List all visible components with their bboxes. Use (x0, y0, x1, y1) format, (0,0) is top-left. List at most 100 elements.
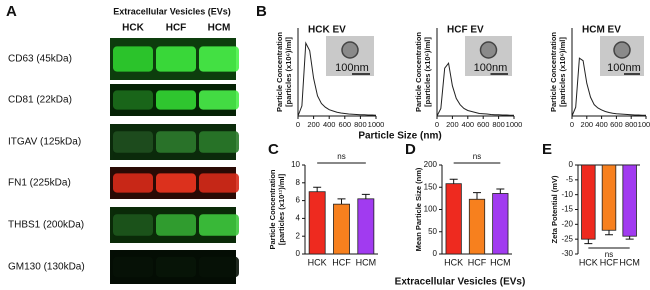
x-axis-label: Particle Size (nm) (358, 131, 441, 142)
x-tick-label: 1000 (506, 120, 523, 129)
x-tick-label: 400 (595, 120, 608, 129)
y-tick-label: 200 (424, 160, 438, 169)
y-tick-label: 0 (296, 249, 301, 258)
x-tick-label: 800 (354, 120, 367, 129)
blot-band (113, 90, 153, 110)
y-tick-label: -10 (561, 190, 573, 199)
panel-letter: A (6, 3, 17, 20)
y-tick-label: -20 (561, 219, 573, 228)
x-tick-label: HCM (356, 257, 377, 267)
x-tick-label: 600 (610, 120, 623, 129)
panel-letter: E (542, 141, 552, 158)
protein-label: CD63 (45kDa) (8, 54, 72, 65)
y-tick-label: 0 (433, 249, 438, 258)
panel-letter: B (256, 3, 267, 20)
y-axis-label: [particles (x10¹¹)/ml] (277, 173, 286, 245)
scale-label: 100nm (474, 62, 508, 74)
y-axis-label: Zeta Potential (mV) (550, 175, 559, 243)
x-tick-label: 0 (296, 120, 300, 129)
lane-label: HCM (208, 23, 231, 34)
blot-band (113, 46, 153, 72)
y-tick-label: -15 (561, 205, 573, 214)
y-tick-label: 100 (424, 205, 438, 214)
x-tick-label: 400 (462, 120, 475, 129)
blot-band (156, 90, 196, 110)
x-tick-label: HCM (490, 257, 511, 267)
y-axis-label: Particle Concentration (268, 169, 277, 249)
y-axis-label: [particles (x10⁶)/ml] (423, 37, 432, 107)
bar (601, 164, 617, 231)
chart-title: HCM EV (582, 25, 621, 36)
vesicle (341, 41, 359, 59)
x-tick-label: 200 (307, 120, 320, 129)
blot-band (199, 131, 239, 153)
y-axis-label: Mean Particle Size (nm) (414, 167, 423, 251)
bar (622, 164, 637, 237)
y-tick-label: 8 (296, 178, 301, 187)
error-bar (625, 236, 634, 240)
y-tick-label: 0 (569, 160, 574, 169)
x-tick-label: 800 (625, 120, 638, 129)
blot-band (156, 131, 196, 153)
x-tick-label: 0 (435, 120, 439, 129)
y-tick-label: 50 (428, 227, 437, 236)
protein-label: GM130 (130kDa) (8, 262, 85, 273)
vesicle (613, 41, 631, 59)
y-tick-label: 6 (296, 196, 301, 205)
error-bar (313, 186, 322, 192)
blot-band (113, 173, 153, 193)
y-tick-label: -25 (561, 234, 573, 243)
significance-label: ns (337, 152, 345, 161)
error-bar (584, 239, 593, 245)
y-tick-label: 150 (424, 182, 438, 191)
x-tick-label: 1000 (638, 120, 650, 129)
line-series (297, 41, 377, 117)
x-tick-label: 0 (570, 120, 574, 129)
error-bar (473, 192, 481, 200)
x-tick-label: 200 (581, 120, 594, 129)
x-tick-label: 400 (323, 120, 336, 129)
chart-title: HCF EV (447, 25, 484, 36)
bar (333, 203, 350, 255)
x-tick-label: 1000 (368, 120, 385, 129)
lane-label: HCF (166, 23, 187, 34)
x-tick-label: 800 (492, 120, 505, 129)
blot-band (156, 214, 196, 236)
panel-letter: D (405, 141, 416, 158)
error-bar (449, 178, 458, 184)
x-tick-label: HCK (444, 257, 463, 267)
y-axis-label: [particles (x10⁶)/ml] (558, 37, 567, 107)
blot-band (199, 46, 239, 72)
blot-band (156, 46, 196, 72)
x-tick-label: HCF (332, 257, 351, 267)
x-tick-label: HCK (308, 257, 327, 267)
blot-band (156, 173, 196, 193)
significance-label: ns (473, 152, 481, 161)
error-bar (337, 198, 346, 205)
x-axis-label: Extracellular Vesicles (EVs) (395, 277, 526, 288)
blot-band (113, 131, 153, 153)
x-tick-label: 600 (339, 120, 352, 129)
y-axis-label: Particle Concentration (414, 32, 423, 112)
blot-band (113, 256, 153, 278)
bar (357, 198, 375, 255)
bar (468, 198, 486, 255)
scale-label: 100nm (607, 62, 641, 74)
scale-label: 100nm (335, 62, 369, 74)
protein-label: CD81 (22kDa) (8, 95, 72, 106)
blot-band (113, 214, 153, 236)
error-bar (496, 188, 505, 194)
line-series (436, 61, 514, 117)
bar (308, 191, 326, 255)
significance-label: ns (605, 250, 613, 259)
protein-label: THBS1 (200kDa) (8, 220, 84, 231)
x-tick-label: 200 (446, 120, 459, 129)
vesicle (479, 41, 498, 59)
y-axis-label: [particles (x10⁶)/ml] (284, 37, 293, 107)
panel-letter: C (268, 141, 279, 158)
y-tick-label: -5 (566, 175, 574, 184)
x-tick-label: HCM (619, 257, 640, 267)
x-tick-label: HCF (468, 257, 487, 267)
y-tick-label: -30 (561, 249, 573, 258)
